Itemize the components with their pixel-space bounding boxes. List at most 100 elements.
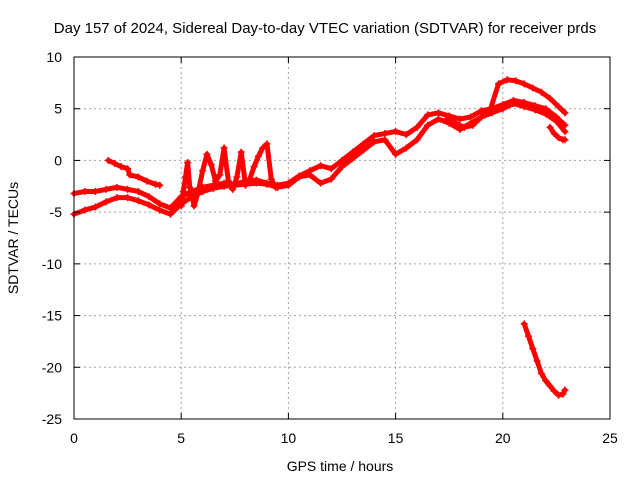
data-point [443,115,451,123]
data-point [434,115,442,123]
data-point [469,121,477,129]
y-tick-label: -25 [42,411,62,427]
data-point [359,140,367,148]
series-layer [70,76,569,399]
y-tick-label: 0 [54,152,62,168]
data-point [402,131,410,139]
data-point [203,150,211,158]
data-point [124,194,132,202]
data-point [381,136,389,144]
data-point [199,167,207,175]
chart-title: Day 157 of 2024, Sidereal Day-to-day VTE… [54,20,596,37]
x-tick-label: 15 [388,430,404,446]
data-point [456,115,464,123]
data-point [392,150,400,158]
data-point [542,377,550,385]
data-point [559,390,567,398]
data-point [546,382,554,390]
data-point [327,175,335,183]
data-point [402,144,410,152]
data-point [284,181,292,189]
data-point [102,198,110,206]
y-tick-label: -5 [50,204,63,220]
data-point [186,183,194,191]
data-point [533,357,541,365]
data-point [555,134,563,142]
data-point [216,171,224,179]
data-point [546,94,554,102]
data-point [246,175,254,183]
data-point [134,187,142,195]
data-point [486,107,494,115]
x-axis-label: GPS time / hours [287,458,394,474]
data-point [181,173,189,181]
data-point [510,100,518,108]
data-point [520,80,528,88]
data-point [546,123,554,131]
data-point [525,332,533,340]
data-point [156,206,164,214]
data-point [134,173,142,181]
data-point [424,121,432,129]
data-point [91,187,99,195]
data-point [349,154,357,162]
data-point [512,77,520,85]
data-point [224,177,232,185]
data-point [520,103,528,111]
data-point [452,119,460,127]
data-point [413,123,421,131]
data-point [561,386,569,394]
data-point [254,152,262,160]
data-point [317,179,325,187]
data-point [529,84,537,92]
data-point [550,130,558,138]
data-point [338,156,346,164]
data-point [349,148,357,156]
data-point [124,185,132,193]
data-point [209,184,217,192]
data-point [229,185,237,193]
data-point [190,202,198,210]
y-axis-label: SDTVAR / TECUs [5,182,21,294]
data-point [252,179,260,187]
data-point [145,201,153,209]
data-point [392,127,400,135]
data-point [529,345,537,353]
data-point [561,127,569,135]
y-tick-label: -20 [42,359,62,375]
data-point [424,111,432,119]
y-tick-label: -15 [42,308,62,324]
data-point [531,106,539,114]
data-point [81,206,89,214]
data-point [220,144,228,152]
data-point [381,130,389,138]
data-point [124,165,132,173]
data-point [117,163,125,171]
series-track-4 [443,76,569,131]
x-tick-label: 20 [495,430,511,446]
series-track-3 [104,156,164,189]
data-point [237,148,245,156]
series-track-5 [546,123,569,144]
data-point [151,180,159,188]
data-point [561,109,569,117]
data-point [370,138,378,146]
data-point [166,204,174,212]
data-point [467,113,475,121]
data-point [542,110,550,118]
data-point [242,181,250,189]
data-point [537,369,545,377]
data-point [111,160,119,168]
data-point [359,146,367,154]
data-point [263,180,271,188]
data-point [495,80,503,88]
data-point [113,183,121,191]
data-point [520,320,528,328]
data-point [177,202,185,210]
series-track-7 [177,140,280,210]
x-tick-label: 5 [177,430,185,446]
ticks [73,56,611,420]
data-point [91,203,99,211]
tick-labels: 0 5 10 15 20 25 -25 -20 -15 -10 -5 0 5 10 [42,49,618,446]
